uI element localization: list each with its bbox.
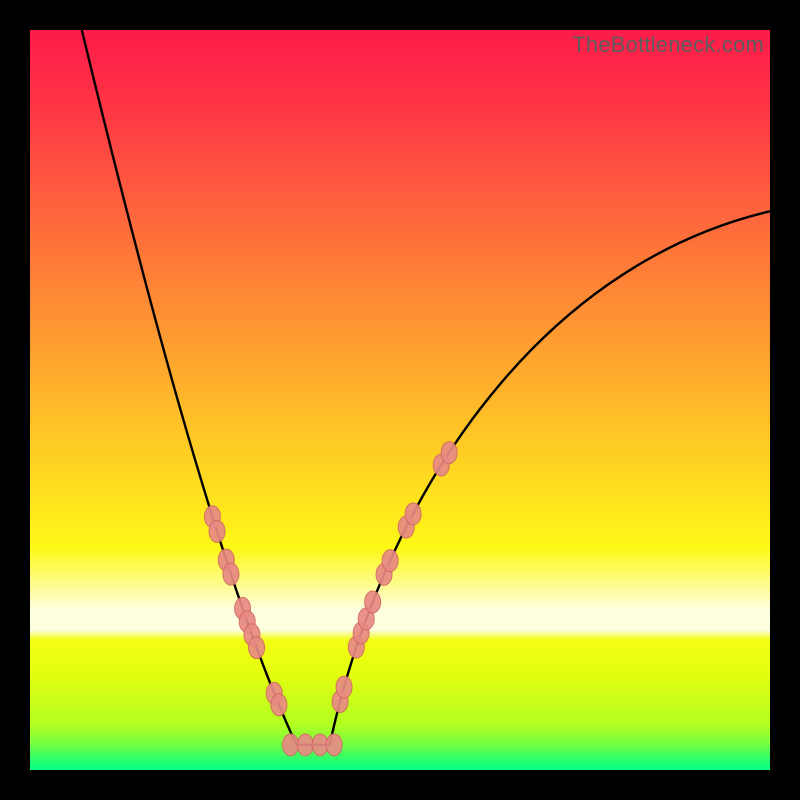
curve-marker [223, 563, 239, 585]
curve-left [82, 30, 297, 745]
watermark-text: TheBottleneck.com [572, 32, 764, 58]
curve-marker [326, 734, 342, 756]
curve-marker [405, 503, 421, 525]
plot-area: TheBottleneck.com [30, 30, 770, 770]
curve-marker [336, 676, 352, 698]
curve-marker [249, 637, 265, 659]
chart-frame: TheBottleneck.com [0, 0, 800, 800]
curve-marker [382, 550, 398, 572]
curve-layer [30, 30, 770, 770]
curve-right [330, 211, 770, 745]
curve-marker [209, 520, 225, 542]
curve-marker [282, 734, 298, 756]
curve-marker [297, 734, 313, 756]
marker-cluster [204, 442, 457, 756]
curve-marker [365, 591, 381, 613]
curve-marker [441, 442, 457, 464]
curve-marker [271, 694, 287, 716]
